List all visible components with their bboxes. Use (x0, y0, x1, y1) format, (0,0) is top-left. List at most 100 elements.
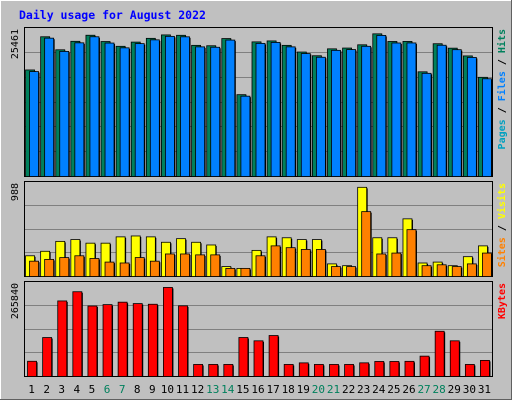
legend-pages: Pages (497, 119, 508, 149)
bar-kbytes-day-25 (389, 361, 400, 377)
bar-files-day-20 (315, 56, 326, 177)
x-tick-label-day-6: 6 (104, 383, 111, 396)
bar-kbytes-day-31 (480, 359, 490, 377)
x-tick-label-day-10: 10 (161, 383, 174, 396)
bar-sites-day-30 (466, 263, 477, 277)
bar-kbytes-day-3 (57, 300, 68, 377)
legend-: / (497, 219, 508, 237)
bar-kbytes-day-26 (404, 360, 415, 377)
bar-kbytes-day-20 (313, 364, 324, 377)
panel-hits-files-pages: 25461 Pages / Files / Hits (10, 27, 508, 177)
bar-files-day-18 (285, 46, 296, 177)
bar-files-day-2 (44, 37, 55, 177)
bar-files-day-13 (210, 46, 221, 177)
x-tick-label-day-3: 3 (58, 383, 65, 396)
max-value-label: 988 (10, 183, 21, 201)
x-tick-label-day-27: 27 (417, 383, 430, 396)
bar-files-day-4 (74, 42, 85, 177)
bar-kbytes-day-13 (208, 364, 219, 377)
bar-sites-day-25 (391, 252, 402, 277)
x-tick-label-day-8: 8 (134, 383, 141, 396)
bar-kbytes-day-17 (268, 335, 279, 377)
bar-sites-day-26 (406, 229, 417, 277)
bar-kbytes-day-23 (359, 362, 370, 377)
bar-kbytes-day-12 (193, 364, 204, 377)
bar-sites-day-8 (134, 257, 145, 277)
bar-sites-day-24 (376, 253, 387, 277)
bar-sites-day-5 (89, 258, 100, 277)
legend-files: Files (496, 71, 508, 101)
bar-files-day-14 (225, 39, 236, 177)
panel-legend: Sites / Visits (496, 183, 508, 267)
bar-sites-day-23 (361, 211, 372, 277)
panel-legend: Pages / Files / Hits (496, 29, 508, 149)
bar-files-day-6 (104, 42, 115, 177)
bar-kbytes-day-27 (419, 355, 430, 377)
bar-files-day-7 (119, 47, 130, 177)
bar-sites-day-3 (59, 257, 70, 277)
bar-sites-day-17 (270, 245, 281, 277)
bar-files-day-29 (451, 49, 462, 177)
bar-kbytes-day-24 (374, 361, 385, 377)
bar-sites-day-2 (44, 258, 55, 277)
legend-visits: Visits (496, 183, 508, 219)
x-tick-label-day-9: 9 (149, 383, 156, 396)
bar-sites-day-12 (195, 254, 206, 277)
bar-files-day-19 (300, 53, 311, 177)
bar-kbytes-day-7 (117, 301, 128, 377)
x-tick-label-day-26: 26 (402, 383, 415, 396)
x-tick-label-day-2: 2 (43, 383, 50, 396)
x-tick-label-day-24: 24 (372, 383, 386, 396)
bar-sites-day-21 (331, 266, 341, 277)
bar-sites-day-13 (210, 254, 221, 277)
bar-kbytes-day-4 (72, 291, 83, 377)
bar-files-day-5 (89, 36, 100, 177)
bar-sites-day-11 (180, 253, 190, 277)
bar-files-day-28 (436, 44, 447, 177)
x-tick-label-day-4: 4 (74, 383, 81, 396)
bar-kbytes-day-15 (238, 337, 249, 377)
bar-files-day-9 (149, 39, 160, 177)
bar-files-day-26 (406, 42, 417, 177)
bar-kbytes-day-21 (329, 364, 339, 377)
bar-sites-day-6 (104, 261, 115, 277)
bar-kbytes-day-10 (163, 287, 173, 377)
x-tick-label-day-11: 11 (176, 383, 189, 396)
bar-kbytes-day-28 (434, 330, 445, 377)
legend-hits: Hits (496, 29, 508, 53)
bar-kbytes-day-19 (298, 362, 309, 377)
x-tick-label-day-7: 7 (119, 383, 126, 396)
x-tick-label-day-25: 25 (387, 383, 400, 396)
bar-kbytes-day-30 (464, 364, 475, 377)
bar-sites-day-22 (346, 266, 356, 277)
bar-kbytes-day-1 (27, 360, 37, 377)
x-axis-labels: 1 2 3 4 5 6 7 8 9 10 11 12 13 14 15 16 17 18 19 20 21 22 23 24 2… (28, 383, 491, 396)
x-tick-label-day-21: 21 (327, 383, 340, 396)
x-tick-label-day-31: 31 (478, 383, 491, 396)
legend-: / (497, 101, 508, 119)
x-tick-label-day-23: 23 (357, 383, 370, 396)
bar-kbytes-day-16 (253, 340, 264, 377)
x-tick-label-day-14: 14 (221, 383, 235, 396)
bar-files-day-22 (346, 49, 356, 177)
bar-sites-day-14 (225, 267, 236, 277)
x-tick-label-day-30: 30 (463, 383, 476, 396)
panel-visits-sites: 988 Sites / Visits (10, 181, 508, 277)
bar-kbytes-day-9 (147, 303, 158, 377)
bar-files-day-1 (29, 71, 39, 177)
x-tick-label-day-12: 12 (191, 383, 204, 396)
bar-sites-day-31 (482, 252, 492, 277)
max-value-label: 265840 (10, 283, 21, 319)
bar-sites-day-15 (240, 267, 251, 277)
bar-kbytes-day-22 (344, 364, 354, 377)
bar-files-day-11 (180, 36, 190, 177)
bar-files-day-23 (361, 45, 372, 177)
bar-kbytes-day-6 (102, 304, 113, 377)
bar-files-day-30 (466, 57, 477, 177)
panel-legend: KBytes (497, 283, 508, 319)
bar-sites-day-27 (421, 265, 432, 277)
x-tick-label-day-19: 19 (297, 383, 310, 396)
bar-files-day-15 (240, 95, 251, 177)
bar-files-day-8 (134, 43, 145, 177)
x-tick-label-day-1: 1 (28, 383, 35, 396)
